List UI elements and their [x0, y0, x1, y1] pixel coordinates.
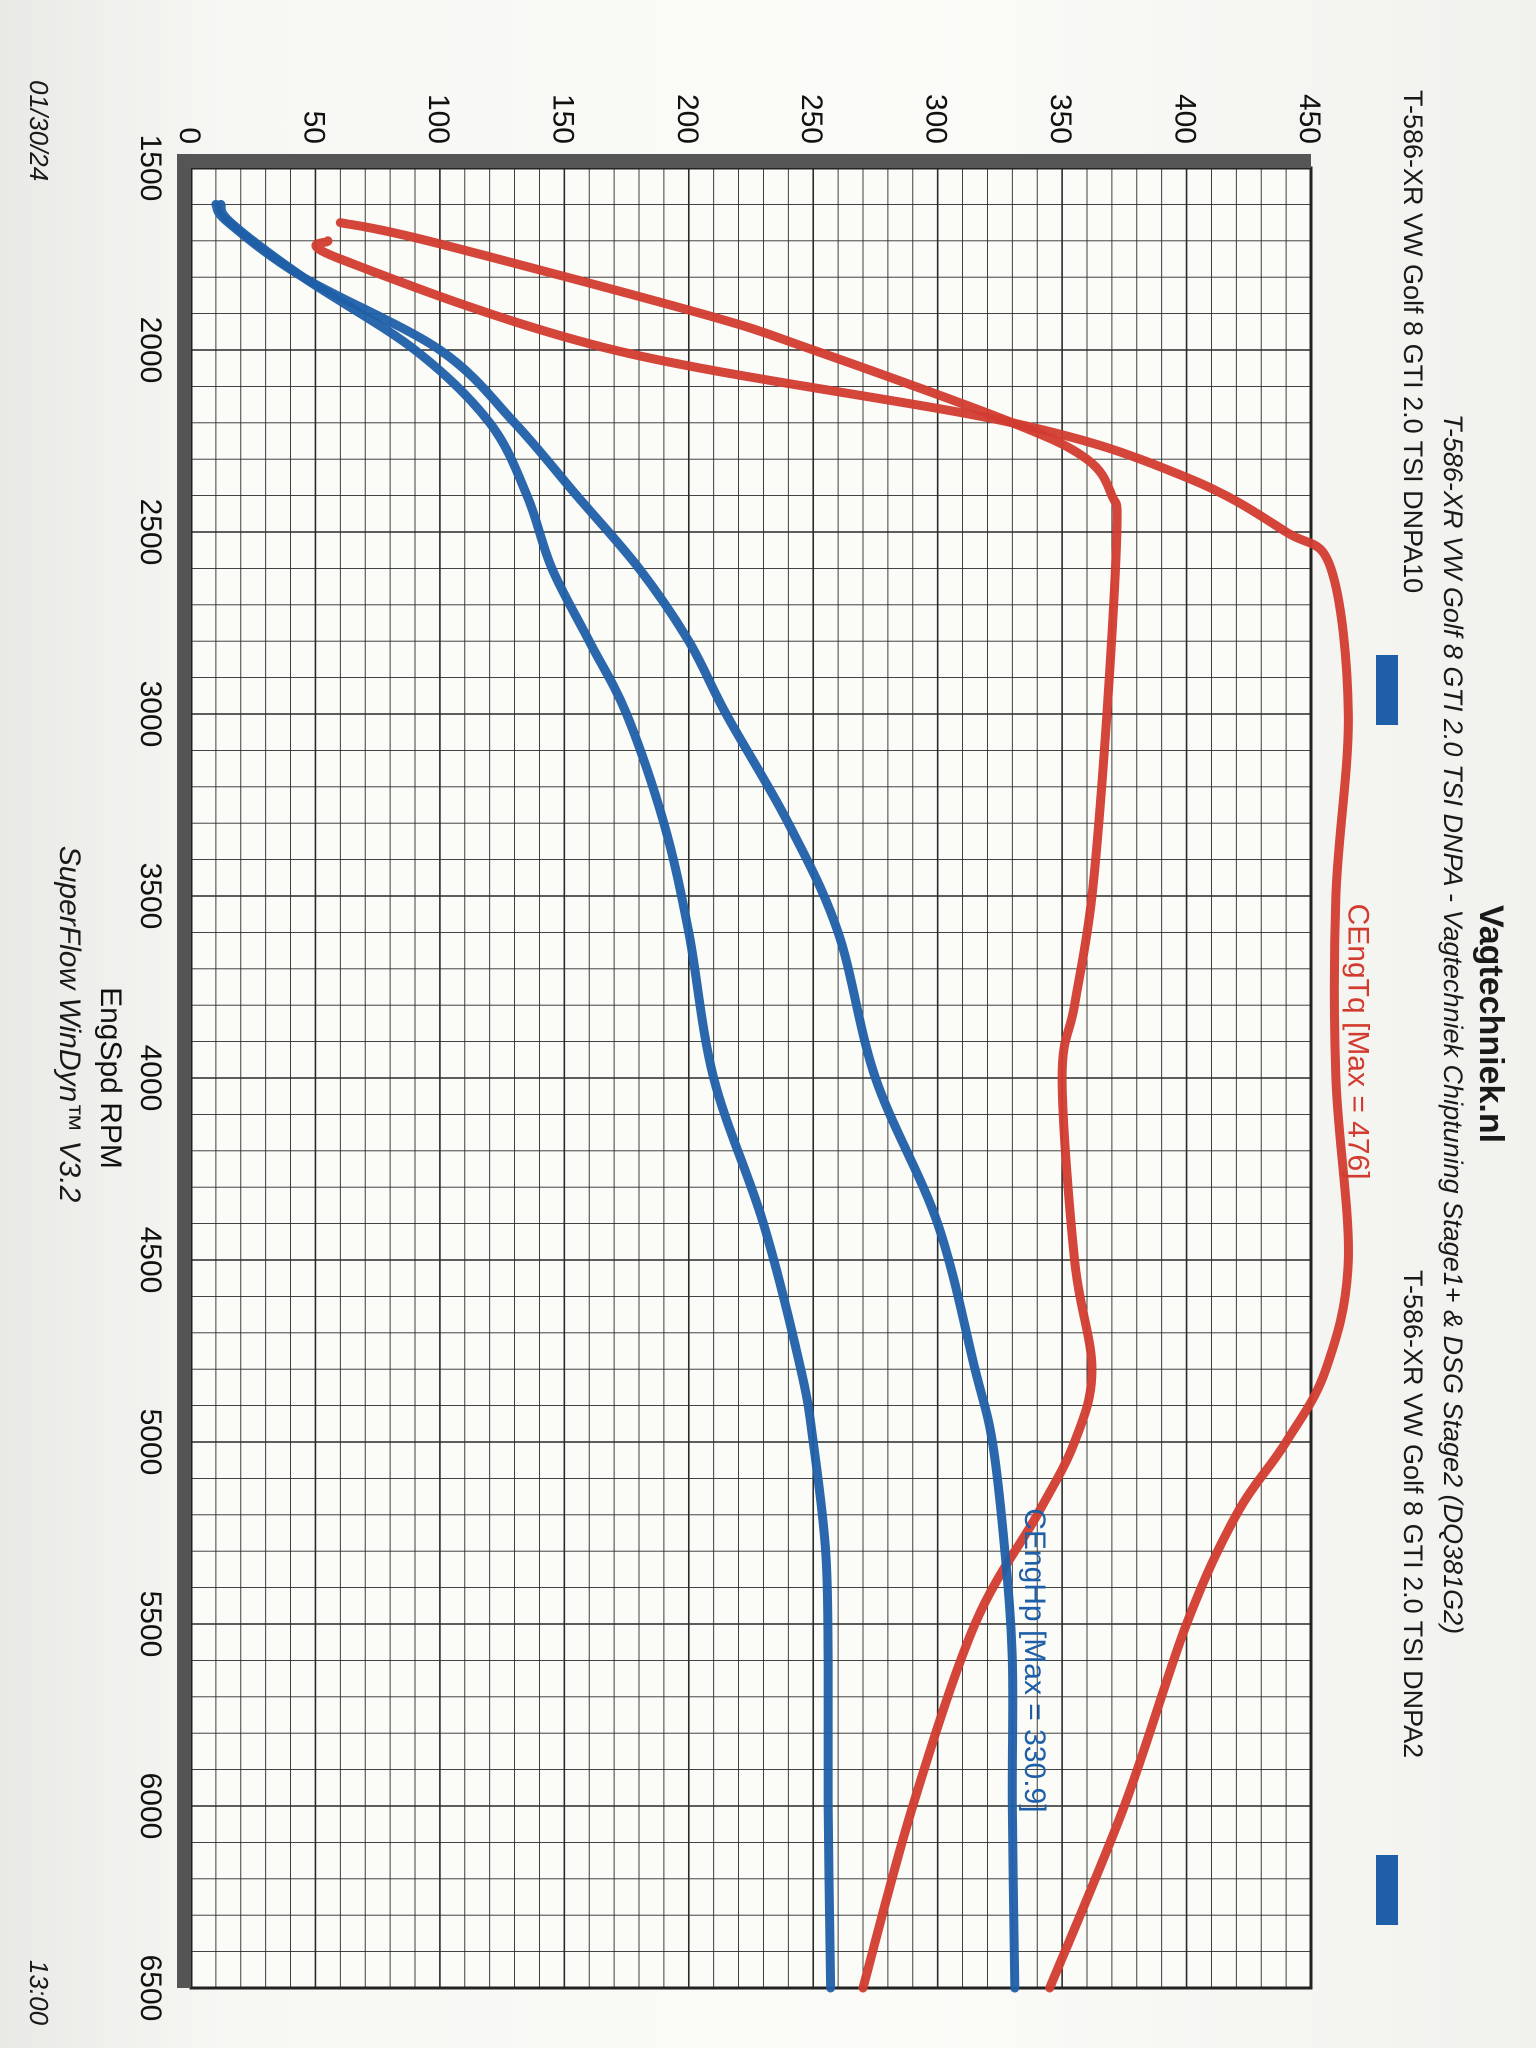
x-tick-label: 3500: [134, 863, 167, 930]
y-tick-label: 150: [546, 94, 579, 144]
print-time: 13:00: [24, 1960, 54, 2026]
x-tick-label: 4500: [134, 1227, 167, 1294]
print-date: 01/30/24: [24, 80, 54, 182]
series-annotation: CEngTq [Max = 476]: [1341, 904, 1374, 1180]
x-tick-label: 5000: [134, 1409, 167, 1476]
plot-shadow-bottom: [177, 154, 191, 1988]
series-line-cenghp-dnpa2: [211, 199, 1020, 1993]
x-tick-label: 5500: [134, 1591, 167, 1658]
y-tick-label: 50: [297, 111, 330, 144]
series-line-cengtq-dnpa2: [311, 236, 1353, 1993]
y-tick-label: 100: [422, 94, 455, 144]
y-tick-label: 300: [920, 94, 953, 144]
x-tick-label: 2500: [134, 499, 167, 566]
x-tick-label: 4000: [134, 1045, 167, 1112]
y-tick-label: 450: [1293, 94, 1326, 144]
software-footer: SuperFlow WinDyn™ V3.2: [53, 845, 86, 1203]
plot-shadow-left: [177, 154, 1311, 168]
x-tick-label: 6000: [134, 1773, 167, 1840]
y-tick-label: 250: [795, 94, 828, 144]
y-tick-label: 0: [173, 127, 206, 144]
x-tick-label: 6500: [134, 1955, 167, 2022]
y-tick-label: 350: [1044, 94, 1077, 144]
y-tick-label: 400: [1169, 94, 1202, 144]
series-line-cengtq-dnpa10: [335, 218, 1122, 1993]
x-tick-label: 2000: [134, 317, 167, 384]
x-tick-label: 1500: [134, 135, 167, 202]
series-line-cenghp-dnpa10: [216, 199, 836, 1993]
y-tick-label: 200: [671, 94, 704, 144]
x-axis-label: EngSpd RPM: [94, 987, 127, 1169]
x-tick-label: 3000: [134, 681, 167, 748]
series-annotation: CEngHp [Max = 330.9]: [1018, 1508, 1051, 1812]
